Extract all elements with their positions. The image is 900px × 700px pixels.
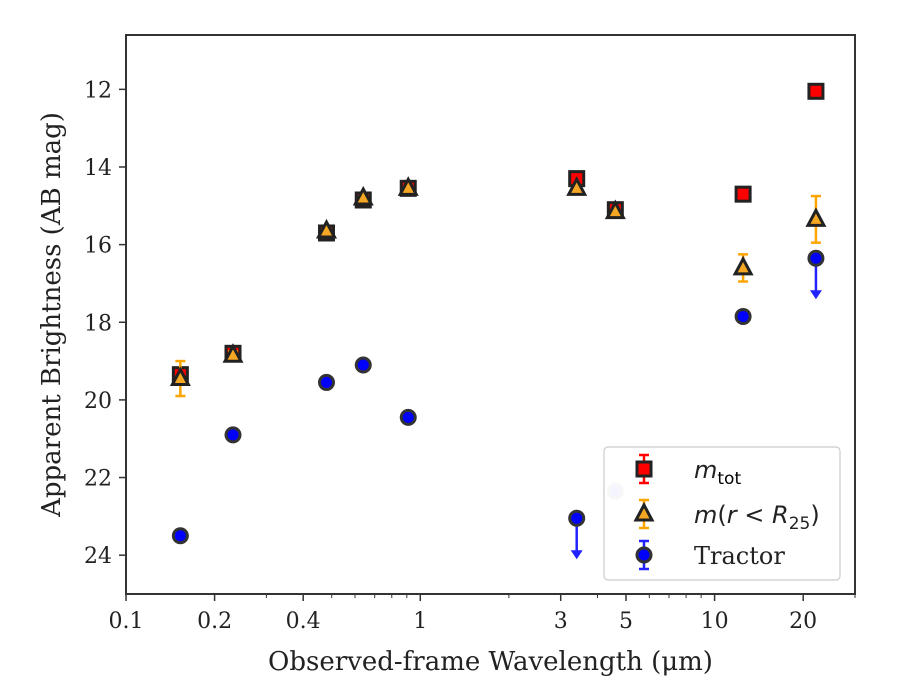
x-axis-title: Observed-frame Wavelength (μm) <box>268 647 713 677</box>
x-tick-label: 0.4 <box>286 609 321 634</box>
tick-labels: 0.1 0.2 0.4 1 3 5 10 20 12 14 16 18 20 22 24 <box>84 78 817 634</box>
circle-point <box>734 307 752 325</box>
triangle-point <box>222 343 244 363</box>
square-point <box>807 82 825 100</box>
x-tick-label: 0.2 <box>197 609 232 634</box>
legend-label: m(r < R25) <box>694 501 820 534</box>
triangle-point <box>805 207 827 227</box>
plot-frame <box>125 34 856 595</box>
triangle-point <box>352 185 374 206</box>
y-tick-label: 12 <box>84 78 112 103</box>
circle-point <box>807 249 825 267</box>
series-square <box>171 82 825 384</box>
legend-label: mtot <box>694 456 741 489</box>
circle-point <box>171 527 189 545</box>
x-tick-label: 0.1 <box>109 609 144 634</box>
series-triangle <box>169 176 827 398</box>
x-tick-label: 10 <box>701 609 729 634</box>
y-tick-label: 18 <box>84 311 112 336</box>
triangle-point <box>397 176 419 196</box>
legend-circle-marker <box>635 546 653 564</box>
triangle-point <box>315 218 337 239</box>
x-tick-label: 20 <box>789 609 817 634</box>
triangle-point <box>169 366 191 387</box>
legend-triangle-marker <box>633 501 655 522</box>
circle-point <box>354 356 372 374</box>
y-tick-label: 16 <box>84 234 112 259</box>
triangle-point <box>732 255 754 276</box>
x-tick-label: 5 <box>619 609 633 634</box>
y-tick-label: 24 <box>84 544 112 569</box>
circle-point <box>399 408 417 426</box>
x-tick-label: 1 <box>413 609 427 634</box>
square-point <box>734 185 752 203</box>
triangle-point <box>604 199 626 220</box>
upper-limit-arrowhead <box>809 290 822 300</box>
y-tick-label: 22 <box>84 467 112 492</box>
upper-limit-arrowhead <box>570 550 583 560</box>
circle-point <box>224 426 242 444</box>
x-tick-label: 3 <box>554 609 568 634</box>
y-axis-title: Apparent Brightness (AB mag) <box>37 112 67 518</box>
y-tick-label: 14 <box>84 156 112 181</box>
circle-point <box>317 373 335 391</box>
y-tick-label: 20 <box>84 389 112 414</box>
legend-box <box>603 446 841 581</box>
triangle-point <box>566 176 588 196</box>
legend-label: Tractor <box>694 542 785 570</box>
legend: mtot m(r < R25) Tractor <box>603 446 841 581</box>
legend-square-marker <box>635 460 653 478</box>
circle-point <box>568 509 586 527</box>
